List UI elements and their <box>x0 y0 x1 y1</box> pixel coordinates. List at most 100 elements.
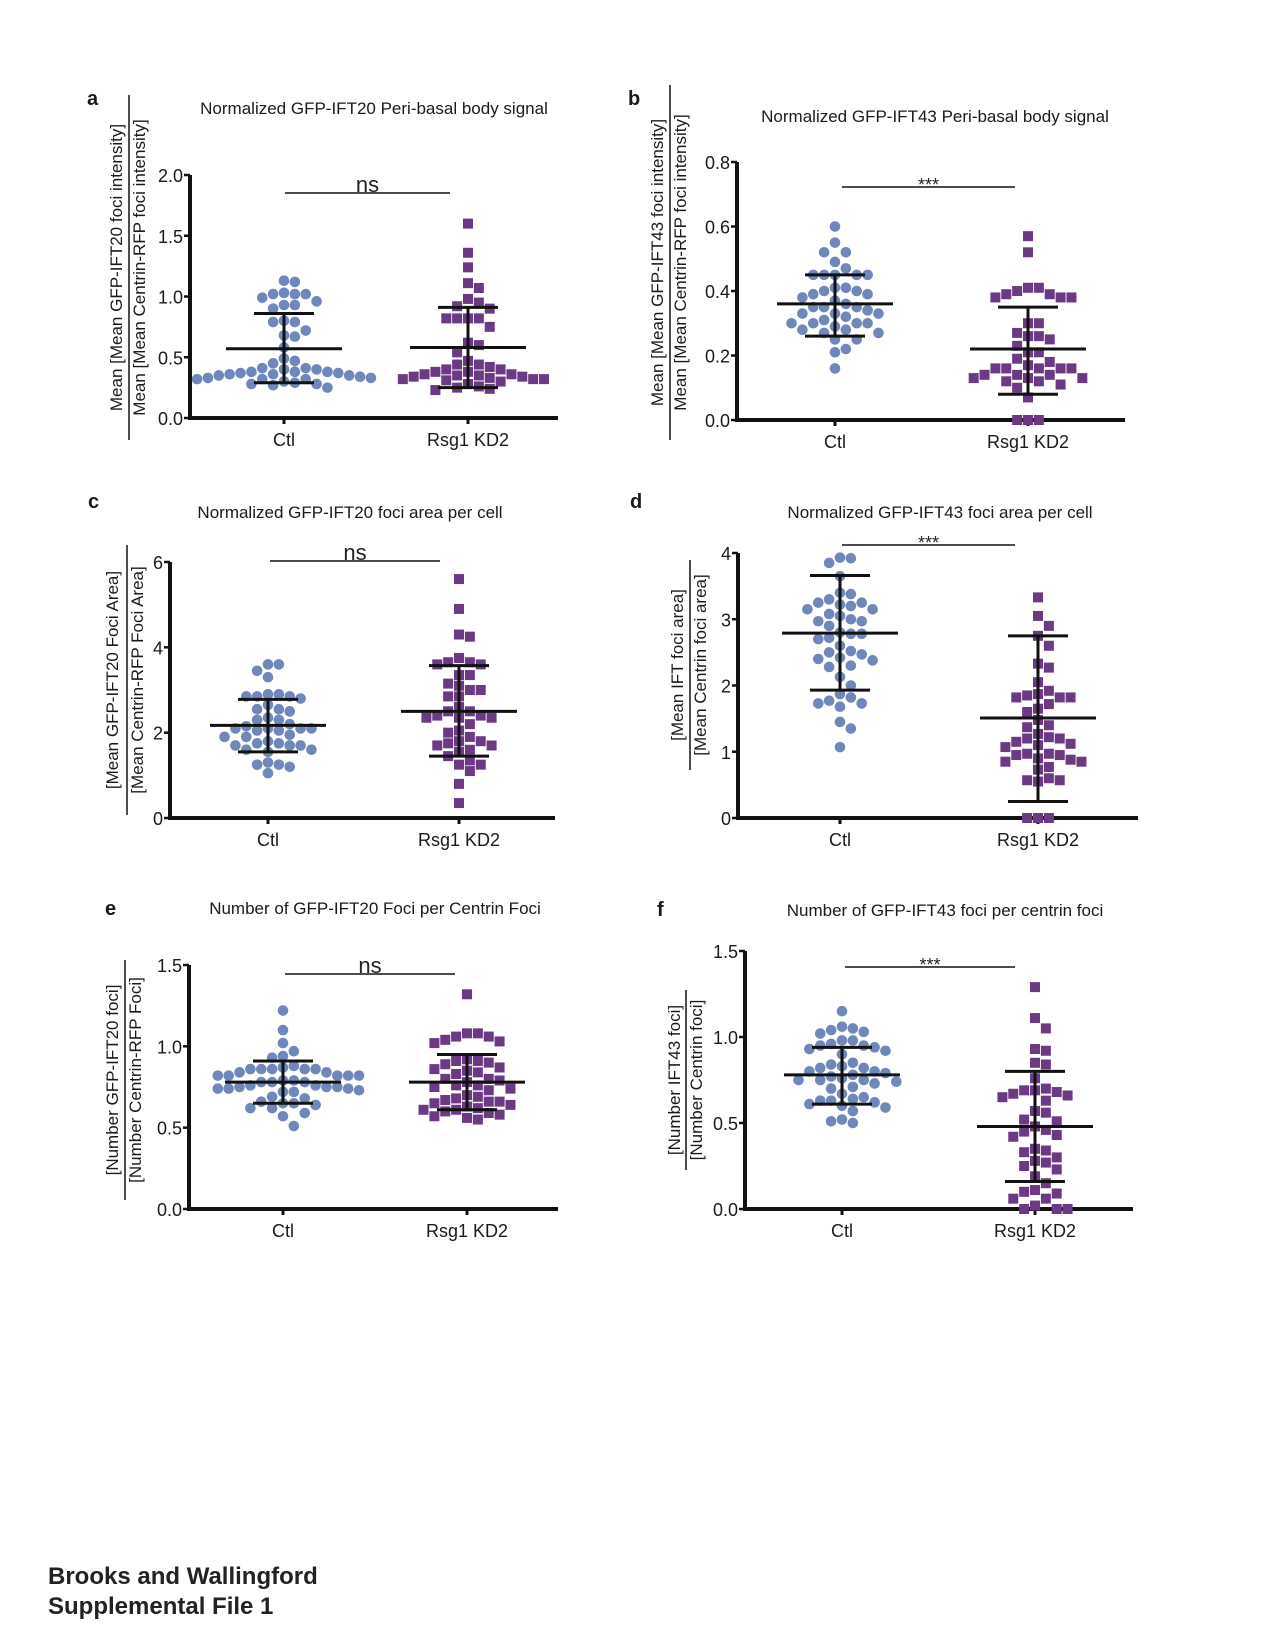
data-point-rsg1-kd2 <box>1043 761 1054 772</box>
data-point-rsg1-kd2 <box>454 603 464 614</box>
data-point-ctl <box>862 288 873 300</box>
x-tick-label: Ctl <box>829 830 851 850</box>
data-point-rsg1-kd2 <box>1033 592 1043 603</box>
panel-label: c <box>88 491 99 513</box>
data-point-ctl <box>255 1096 267 1107</box>
x-tick-label: Rsg1 KD2 <box>426 1221 508 1241</box>
data-point-ctl <box>829 256 841 268</box>
y-label-denominator: [Number Centrin foci] <box>687 1000 706 1161</box>
data-point-rsg1-kd2 <box>1030 1057 1040 1068</box>
data-point-rsg1-kd2 <box>454 778 464 789</box>
data-point-ctl <box>829 346 841 358</box>
data-point-ctl <box>353 1070 365 1081</box>
data-point-ctl <box>273 725 285 736</box>
data-point-rsg1-kd2 <box>1012 327 1023 338</box>
data-point-rsg1-kd2 <box>464 657 475 668</box>
data-point-rsg1-kd2 <box>990 292 1001 303</box>
data-point-rsg1-kd2 <box>429 1082 440 1092</box>
data-point-ctl <box>245 1063 256 1075</box>
data-point-ctl <box>829 363 841 374</box>
data-point-ctl <box>823 594 835 605</box>
y-tick-label: 1.5 <box>713 942 738 962</box>
data-point-ctl <box>869 1097 880 1108</box>
data-point-ctl <box>266 1102 278 1114</box>
data-point-rsg1-kd2 <box>1040 1193 1051 1204</box>
data-point-ctl <box>267 358 279 369</box>
data-point-rsg1-kd2 <box>483 1031 494 1042</box>
significance-label: ns <box>358 953 381 978</box>
data-point-rsg1-kd2 <box>1044 369 1055 380</box>
data-point-rsg1-kd2 <box>1055 292 1066 303</box>
data-point-rsg1-kd2 <box>472 1103 483 1114</box>
data-point-rsg1-kd2 <box>1022 690 1033 701</box>
data-point-ctl <box>288 1075 300 1086</box>
data-point-ctl <box>856 597 868 608</box>
data-point-rsg1-kd2 <box>483 1108 494 1119</box>
data-point-ctl <box>847 1023 859 1034</box>
data-point-rsg1-kd2 <box>440 1073 451 1084</box>
data-point-ctl <box>867 655 878 666</box>
data-point-rsg1-kd2 <box>452 359 463 370</box>
data-point-ctl <box>277 1005 289 1016</box>
significance-label: *** <box>919 955 940 975</box>
significance-label: ns <box>343 540 366 565</box>
data-point-ctl <box>289 331 301 342</box>
data-point-rsg1-kd2 <box>1043 813 1054 823</box>
data-point-ctl <box>812 698 824 709</box>
data-point-rsg1-kd2 <box>484 321 495 332</box>
y-tick-label: 0 <box>153 809 163 829</box>
data-point-ctl <box>251 714 263 726</box>
data-point-rsg1-kd2 <box>429 1111 440 1122</box>
data-point-ctl <box>288 1045 300 1057</box>
data-point-rsg1-kd2 <box>1023 282 1033 293</box>
data-point-ctl <box>856 698 868 709</box>
data-point-rsg1-kd2 <box>1008 1088 1019 1099</box>
data-point-ctl <box>251 703 263 715</box>
data-point-rsg1-kd2 <box>1040 1157 1051 1168</box>
data-point-ctl <box>862 305 873 316</box>
x-tick-label: Ctl <box>831 1221 853 1241</box>
data-point-rsg1-kd2 <box>1043 720 1054 731</box>
data-point-ctl <box>278 299 290 311</box>
data-point-rsg1-kd2 <box>1019 1126 1030 1137</box>
data-point-ctl <box>818 314 830 326</box>
data-point-rsg1-kd2 <box>1054 733 1065 744</box>
data-point-ctl <box>814 1074 826 1086</box>
data-point-rsg1-kd2 <box>494 1096 505 1107</box>
data-point-rsg1-kd2 <box>464 755 475 766</box>
y-tick-label: 0.5 <box>158 348 183 368</box>
data-point-rsg1-kd2 <box>440 1034 451 1045</box>
data-point-ctl <box>847 1035 859 1046</box>
data-point-rsg1-kd2 <box>1012 353 1023 364</box>
data-point-rsg1-kd2 <box>1022 733 1033 744</box>
data-point-ctl <box>262 757 274 768</box>
data-point-ctl <box>869 1078 880 1089</box>
data-point-ctl <box>289 366 301 378</box>
data-point-ctl <box>322 382 333 393</box>
data-point-ctl <box>278 275 290 287</box>
data-point-rsg1-kd2 <box>472 1055 483 1066</box>
data-point-rsg1-kd2 <box>1011 750 1022 761</box>
data-point-rsg1-kd2 <box>464 719 475 730</box>
data-point-ctl <box>840 324 852 336</box>
y-tick-label: 1.5 <box>157 956 182 976</box>
significance-label: *** <box>918 533 939 553</box>
data-point-rsg1-kd2 <box>968 373 979 384</box>
data-point-ctl <box>880 1102 891 1113</box>
y-tick-label: 0.4 <box>705 282 730 302</box>
data-point-ctl <box>273 688 285 700</box>
data-point-ctl <box>277 1024 289 1036</box>
figure-canvas: a Normalized GFP-IFT20 Peri-basal body si… <box>87 85 1138 1241</box>
data-point-rsg1-kd2 <box>1030 1044 1040 1055</box>
data-point-rsg1-kd2 <box>1066 363 1077 374</box>
data-point-rsg1-kd2 <box>473 282 484 293</box>
data-point-rsg1-kd2 <box>494 1075 505 1086</box>
y-tick-label: 1.0 <box>158 288 183 308</box>
data-point-rsg1-kd2 <box>472 1114 483 1125</box>
significance-label: ns <box>356 172 379 197</box>
data-point-rsg1-kd2 <box>1012 369 1023 380</box>
data-point-rsg1-kd2 <box>1033 347 1044 358</box>
data-point-rsg1-kd2 <box>408 371 419 382</box>
data-point-ctl <box>273 738 285 749</box>
x-tick-label: Ctl <box>273 430 295 450</box>
